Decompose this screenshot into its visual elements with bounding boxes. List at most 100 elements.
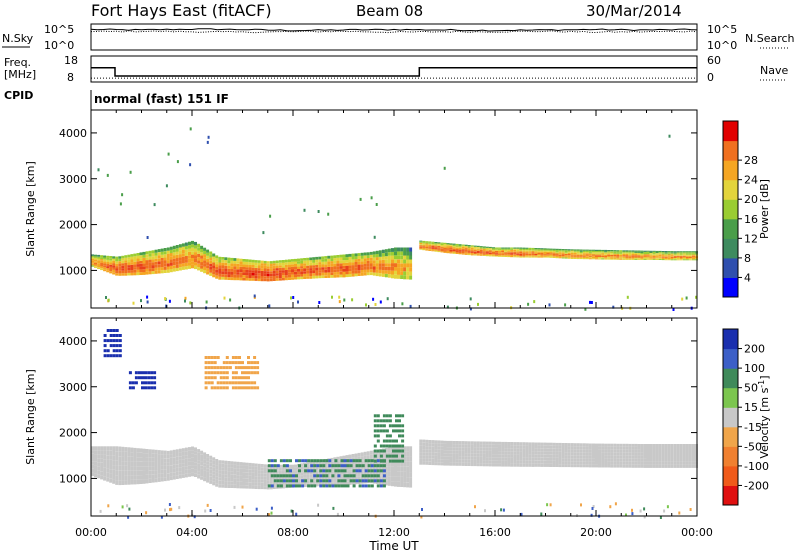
- band-1-cell: [564, 443, 568, 446]
- band-0-cell: [333, 478, 337, 483]
- band-0-cell: [333, 266, 337, 270]
- band-0-cell: [303, 265, 307, 269]
- band-1-cell: [592, 452, 595, 456]
- band-0-cell: [194, 262, 197, 266]
- band-0-cell: [191, 472, 194, 477]
- band-0-cell: [366, 252, 370, 256]
- band-0-cell: [330, 272, 334, 275]
- band-1-cell: [434, 243, 438, 245]
- patch-0-cell: [319, 464, 323, 468]
- band-0-cell: [254, 278, 258, 281]
- band-0-cell: [172, 468, 176, 473]
- band-0-cell: [97, 254, 101, 257]
- band-1-cell: [625, 455, 629, 459]
- band-0-cell: [251, 466, 255, 470]
- band-0-cell: [197, 463, 201, 468]
- band-0-cell: [251, 275, 255, 279]
- band-0-cell: [375, 250, 379, 254]
- patch-0-cell: [316, 474, 320, 478]
- patch-0-cell: [370, 479, 374, 483]
- band-0-cell: [387, 263, 391, 267]
- band-0-cell: [142, 457, 146, 462]
- band-1-cell: [610, 461, 614, 465]
- band-0-cell: [97, 474, 101, 479]
- band-1-cell: [461, 444, 465, 448]
- band-1-cell: [552, 464, 556, 467]
- band-1-cell: [488, 251, 492, 253]
- band-1-cell: [425, 461, 429, 465]
- patch-4-cell: [153, 371, 157, 375]
- band-1-cell: [495, 454, 498, 458]
- patch-0-cell: [328, 484, 332, 488]
- band-0-cell: [400, 456, 404, 462]
- band-0-cell: [366, 471, 370, 476]
- band-1-cell: [470, 441, 474, 445]
- band-1-cell: [458, 251, 462, 254]
- patch-0-cell: [270, 464, 274, 468]
- patch-0-cell: [279, 479, 283, 483]
- band-1-cell: [443, 245, 447, 247]
- band-0-cell: [248, 466, 252, 470]
- band-1-cell: [682, 252, 686, 254]
- band-0-cell: [112, 265, 116, 268]
- band-0-cell: [272, 486, 276, 489]
- band-1-cell: [601, 253, 605, 255]
- band-1-cell: [479, 444, 483, 448]
- band-1-cell: [501, 444, 505, 448]
- range-gate-noise-cell: [223, 296, 226, 300]
- band-1-cell: [579, 257, 583, 260]
- band-0-cell: [357, 267, 361, 271]
- band-0-cell: [288, 464, 291, 468]
- band-1-cell: [464, 251, 468, 253]
- band-0-cell: [106, 450, 110, 456]
- band-0-cell: [230, 260, 234, 264]
- band-1-cell: [676, 450, 680, 453]
- band-1-cell: [513, 463, 517, 467]
- band-1-cell: [634, 254, 638, 256]
- band-0-cell: [278, 265, 282, 268]
- band-0-cell: [297, 466, 300, 470]
- band-0-cell: [391, 259, 394, 264]
- range-gate-noise-cell: [99, 509, 102, 513]
- scatter-1-cell: [370, 196, 373, 200]
- band-1-cell: [640, 256, 644, 258]
- band-1-cell: [476, 252, 480, 254]
- patch-2-cell: [228, 381, 232, 385]
- power-colorbar-swatch: [723, 160, 738, 181]
- band-1-cell: [564, 255, 568, 257]
- velocity-colorbar-swatch: [723, 485, 738, 506]
- patch-0-cell: [313, 464, 317, 468]
- band-1-cell: [485, 457, 489, 461]
- patch-0-cell: [322, 479, 326, 483]
- band-1-cell: [540, 256, 544, 258]
- band-0-cell: [148, 262, 152, 266]
- scatter-3-cell: [668, 134, 671, 138]
- band-1-cell: [676, 253, 680, 255]
- band-0-cell: [294, 269, 297, 272]
- band-0-cell: [351, 259, 355, 263]
- band-0-cell: [324, 462, 328, 466]
- band-0-cell: [372, 257, 376, 261]
- band-1-cell: [658, 450, 662, 453]
- patch-2-cell: [256, 366, 260, 370]
- band-0-cell: [115, 465, 119, 471]
- band-1-cell: [682, 453, 686, 456]
- patch-0-cell: [276, 474, 280, 478]
- band-0-cell: [109, 473, 113, 479]
- band-0-cell: [118, 446, 122, 452]
- band-0-cell: [94, 446, 97, 451]
- patch-4-cell: [141, 386, 144, 390]
- band-0-cell: [257, 463, 261, 467]
- band-1-cell: [564, 455, 568, 459]
- band-1-cell: [676, 251, 680, 253]
- patch-0-cell: [322, 469, 326, 473]
- band-0-cell: [163, 477, 167, 482]
- band-1-cell: [567, 254, 571, 256]
- band-0-cell: [166, 263, 170, 267]
- band-0-cell: [233, 464, 237, 469]
- band-1-cell: [467, 453, 471, 457]
- band-1-cell: [443, 251, 447, 253]
- band-0-cell: [133, 447, 137, 453]
- band-0-cell: [248, 262, 252, 265]
- band-0-cell: [215, 479, 219, 484]
